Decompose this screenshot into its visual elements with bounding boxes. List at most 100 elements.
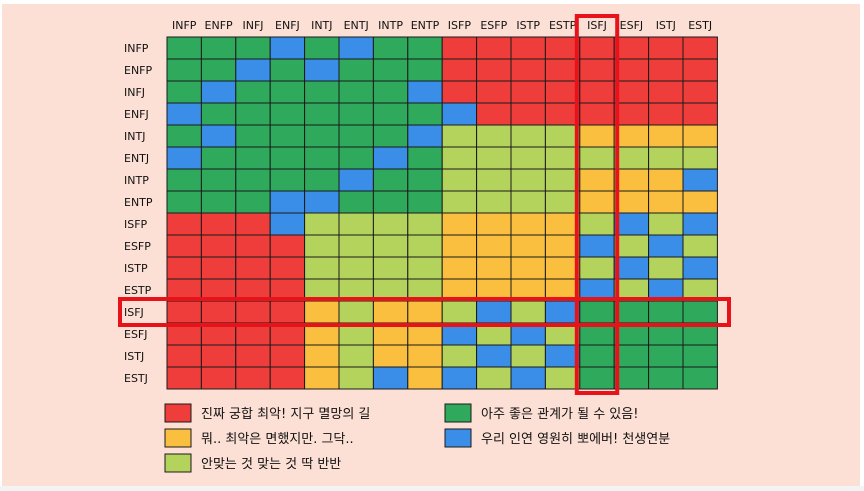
heatmap-cell (166, 80, 202, 104)
heatmap-cell (200, 366, 237, 390)
heatmap-cell (544, 124, 581, 148)
heatmap-cell (648, 80, 684, 104)
heatmap-cell (441, 366, 478, 390)
heatmap-cell (579, 234, 615, 258)
heatmap-cell (372, 300, 409, 324)
y-tick-label: ESTP (124, 284, 152, 297)
heatmap-cell (441, 36, 478, 60)
x-tick-label: INFJ (242, 19, 263, 32)
heatmap-cell (235, 36, 271, 60)
heatmap-cell (510, 300, 546, 324)
heatmap-cell (338, 300, 374, 324)
legend-swatch (164, 428, 192, 448)
heatmap-cell (682, 256, 718, 280)
heatmap-cell (338, 58, 374, 82)
heatmap-cell (407, 36, 443, 60)
heatmap-cell (613, 80, 650, 104)
x-tick-label: ESFP (480, 19, 507, 32)
y-tick-label: ISFJ (124, 306, 144, 319)
heatmap-cell (235, 146, 271, 170)
heatmap-cell (441, 102, 478, 126)
x-tick-label: ESTJ (688, 19, 712, 32)
heatmap-cell (372, 124, 409, 148)
y-tick-label: INTP (124, 174, 149, 187)
heatmap-cell (407, 190, 443, 214)
heatmap-cell (579, 344, 615, 368)
heatmap-cell (510, 36, 546, 60)
legend-label: 우리 인연 영원히 뽀에버! 천생연분 (481, 432, 670, 447)
heatmap-cell (613, 168, 650, 192)
heatmap-cell (304, 146, 340, 170)
heatmap-cell (235, 80, 271, 104)
heatmap-cell (372, 80, 409, 104)
heatmap-cell (372, 234, 409, 258)
heatmap-cell (476, 36, 512, 60)
heatmap-cell (338, 102, 374, 126)
heatmap-cell (682, 366, 718, 390)
heatmap-cell (441, 168, 478, 192)
heatmap-cell (372, 256, 409, 280)
heatmap-cell (407, 58, 443, 82)
heatmap-cell (476, 80, 512, 104)
legend-swatch (444, 428, 472, 448)
heatmap-cell (407, 212, 443, 236)
heatmap-cell (579, 190, 615, 214)
heatmap-cell (682, 102, 718, 126)
heatmap-cell (682, 58, 718, 82)
heatmap-cell (269, 102, 306, 126)
heatmap-cell (166, 300, 202, 324)
heatmap-cell (510, 124, 546, 148)
heatmap-cell (407, 102, 443, 126)
heatmap-cell (648, 190, 684, 214)
heatmap-cell (648, 146, 684, 170)
heatmap-cell (235, 344, 271, 368)
heatmap-cell (338, 366, 374, 390)
heatmap-cell (166, 212, 202, 236)
heatmap-cell (579, 146, 615, 170)
heatmap-cell (579, 36, 615, 60)
heatmap-cell (338, 146, 374, 170)
x-tick-label: ISTJ (656, 19, 676, 32)
heatmap-cell (682, 234, 718, 258)
heatmap-cell (304, 212, 340, 236)
heatmap-cell (269, 366, 306, 390)
heatmap-cell (200, 168, 237, 192)
heatmap-cell (166, 344, 202, 368)
heatmap-cell (579, 102, 615, 126)
heatmap-cell (613, 366, 650, 390)
heatmap-cell (338, 124, 374, 148)
x-tick-label: ENTJ (344, 19, 369, 32)
heatmap-cell (200, 256, 237, 280)
heatmap-cell (441, 124, 478, 148)
heatmap-cell (441, 58, 478, 82)
legend-swatch (444, 403, 472, 423)
heatmap-cell (200, 124, 237, 148)
heatmap-cell (304, 190, 340, 214)
heatmap-cell (200, 344, 237, 368)
heatmap-cell (682, 190, 718, 214)
heatmap-cell (510, 80, 546, 104)
bottom-strip (0, 486, 864, 491)
heatmap-cell (648, 124, 684, 148)
heatmap-cell (476, 300, 512, 324)
heatmap-cell (200, 190, 237, 214)
heatmap-cell (166, 234, 202, 258)
heatmap-cell (338, 344, 374, 368)
heatmap-cell (338, 36, 374, 60)
heatmap-cell (544, 190, 581, 214)
heatmap-cell (338, 190, 374, 214)
heatmap-cell (407, 234, 443, 258)
heatmap-cell (510, 234, 546, 258)
heatmap-cell (544, 168, 581, 192)
heatmap-cell (269, 36, 306, 60)
heatmap-cell (372, 168, 409, 192)
heatmap-cell (648, 256, 684, 280)
x-tick-label: ENFP (205, 19, 234, 32)
heatmap-cell (200, 80, 237, 104)
heatmap-cell (510, 146, 546, 170)
heatmap-cell (579, 300, 615, 324)
x-tick-label: ESFJ (620, 19, 644, 32)
x-tick-label: INTJ (311, 19, 332, 32)
heatmap-cell (338, 256, 374, 280)
heatmap-cell (166, 190, 202, 214)
